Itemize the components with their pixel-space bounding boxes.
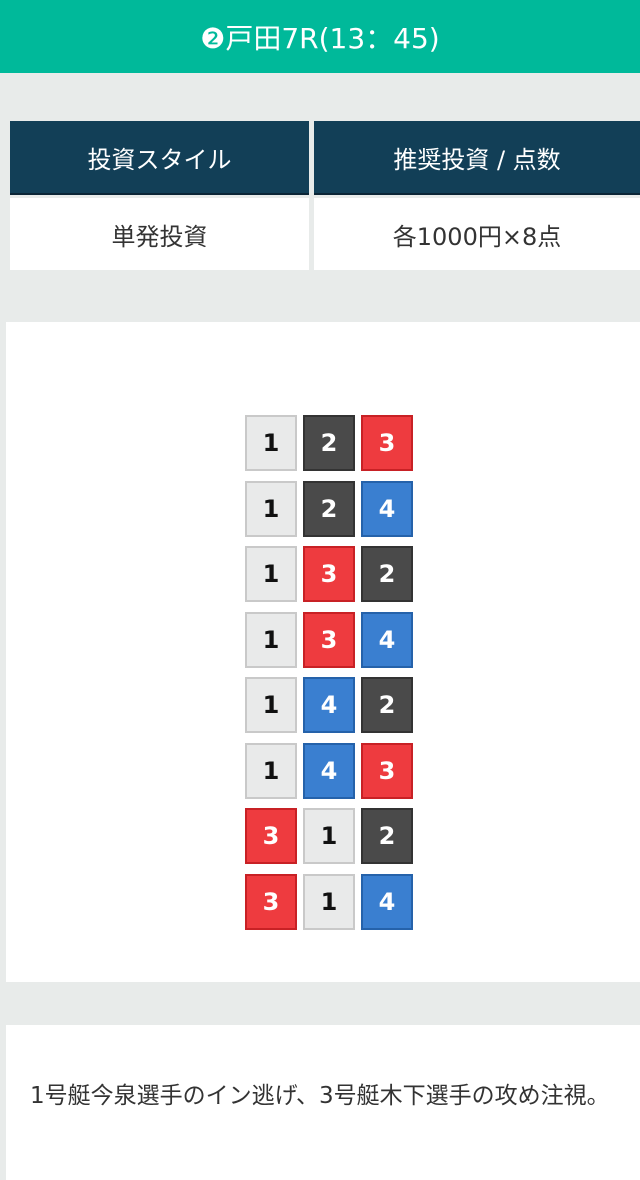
boat-number-box: 2 xyxy=(303,480,355,537)
recommended-investment-value: 各1000円×8点 xyxy=(314,198,640,270)
boat-number-box: 1 xyxy=(245,742,297,799)
boat-number-box: 4 xyxy=(361,611,413,668)
boat-number-box: 3 xyxy=(361,742,413,799)
comment-text: 1号艇今泉選手のイン逃げ、3号艇木下選手の攻め注視。 xyxy=(30,1083,610,1109)
boat-number-box: 1 xyxy=(303,873,355,930)
boat-number-box: 4 xyxy=(303,677,355,733)
race-title: ❷戸田7R(13：45) xyxy=(200,21,440,55)
header-recommended-investment: 推奨投資 / 点数 xyxy=(314,121,640,195)
boat-number-box: 2 xyxy=(361,546,413,602)
boat-number-box: 3 xyxy=(361,415,413,471)
boat-number-box: 4 xyxy=(303,742,355,799)
boat-number-box: 2 xyxy=(303,415,355,471)
boat-number-box: 3 xyxy=(303,611,355,668)
boat-number-box: 1 xyxy=(245,677,297,733)
boat-number-box: 3 xyxy=(245,808,297,864)
boat-number-box: 1 xyxy=(303,808,355,864)
investment-style-value: 単発投資 xyxy=(10,198,309,270)
header-investment-style: 投資スタイル xyxy=(10,121,309,195)
boat-number-box: 1 xyxy=(245,415,297,471)
boat-number-box: 1 xyxy=(245,480,297,537)
boat-number-box: 2 xyxy=(361,808,413,864)
boat-number-box: 2 xyxy=(361,677,413,733)
boat-number-box: 1 xyxy=(245,611,297,668)
boat-number-box: 1 xyxy=(245,546,297,602)
race-header: ❷戸田7R(13：45) xyxy=(0,0,640,73)
boat-number-box: 3 xyxy=(303,546,355,602)
boat-number-box: 4 xyxy=(361,873,413,930)
comment-panel: 1号艇今泉選手のイン逃げ、3号艇木下選手の攻め注視。 xyxy=(6,1025,640,1180)
boat-number-box: 3 xyxy=(245,873,297,930)
boat-number-box: 4 xyxy=(361,480,413,537)
